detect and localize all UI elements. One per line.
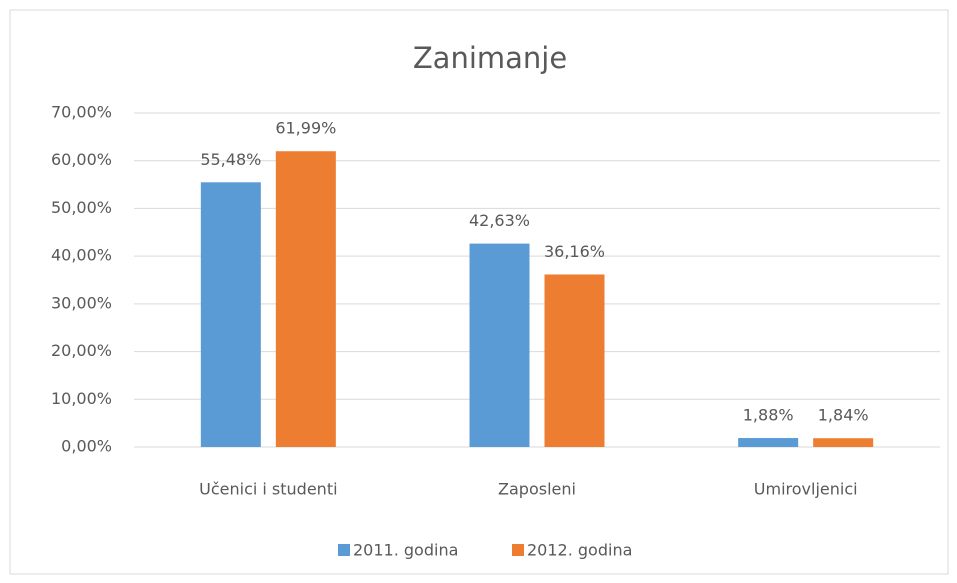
y-tick-label: 40,00% [51, 246, 112, 265]
y-tick-label: 70,00% [51, 103, 112, 122]
chart-title: Zanimanje [413, 41, 567, 75]
y-tick-label: 10,00% [51, 389, 112, 408]
legend-swatch [338, 544, 350, 556]
x-tick-label: Zaposleni [498, 480, 576, 499]
legend-label: 2011. godina [353, 541, 458, 560]
bar [544, 274, 605, 447]
y-tick-label: 60,00% [51, 150, 112, 169]
data-label: 36,16% [544, 242, 605, 261]
x-tick-label: Učenici i studenti [199, 480, 337, 499]
y-tick-label: 0,00% [61, 437, 112, 456]
bar [275, 151, 336, 447]
bar [469, 243, 530, 447]
bar [200, 182, 261, 448]
data-label: 42,63% [469, 211, 530, 230]
y-tick-label: 20,00% [51, 341, 112, 360]
bar [813, 438, 874, 447]
legend-swatch [512, 544, 524, 556]
data-label: 1,88% [743, 406, 794, 425]
bar [738, 438, 799, 447]
data-label: 1,84% [818, 406, 869, 425]
y-tick-label: 30,00% [51, 293, 112, 312]
y-tick-label: 50,00% [51, 198, 112, 217]
data-label: 61,99% [275, 119, 336, 138]
data-label: 55,48% [200, 150, 261, 169]
x-tick-label: Umirovljenici [754, 480, 858, 499]
legend-label: 2012. godina [527, 541, 632, 560]
